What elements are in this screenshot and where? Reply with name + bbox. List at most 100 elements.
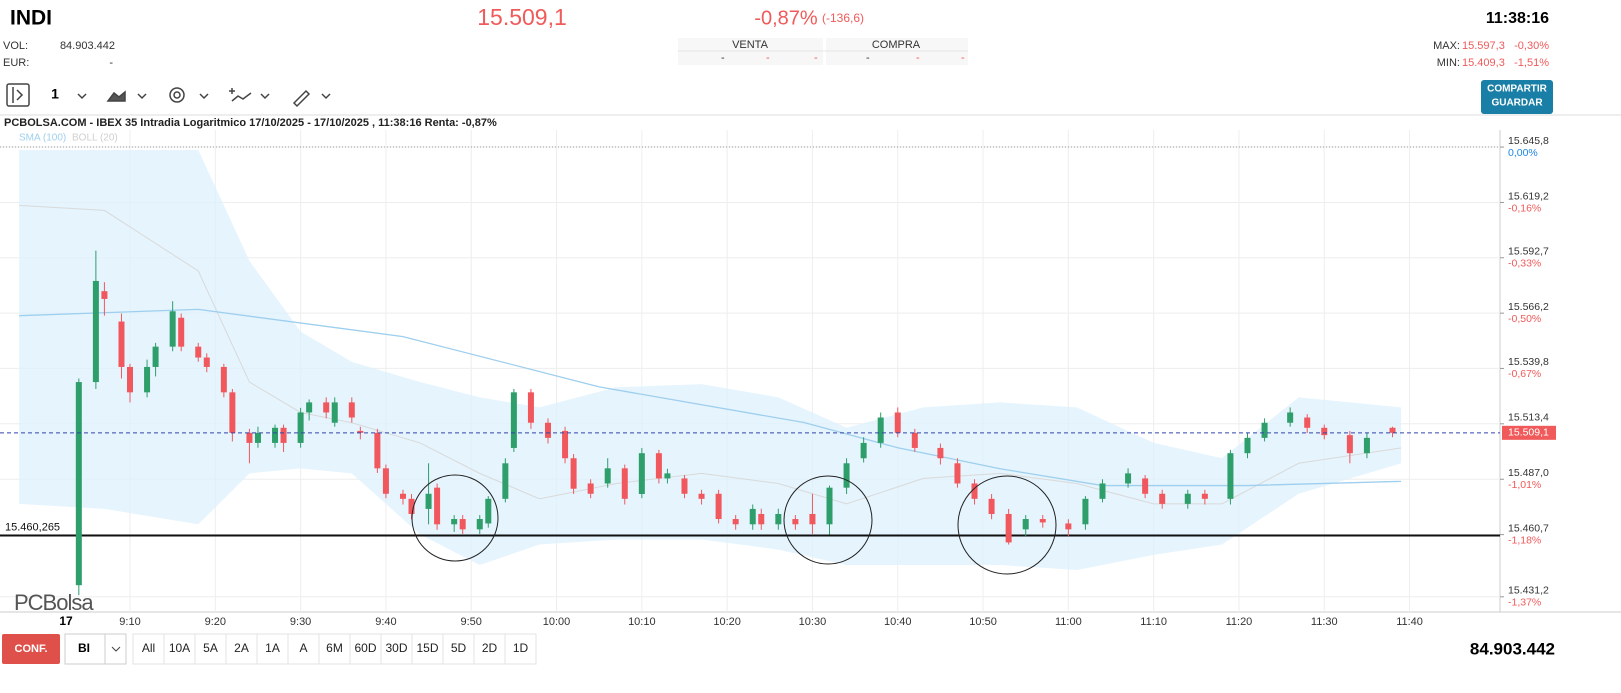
candle-body bbox=[758, 513, 765, 525]
candle-body bbox=[101, 291, 108, 299]
config-label: CONF. bbox=[15, 643, 48, 655]
x-tick-label: 10:40 bbox=[884, 616, 912, 628]
eur-value: - bbox=[109, 57, 113, 69]
period-label: 60D bbox=[354, 641, 376, 655]
y-tick-pct: -0,50% bbox=[1508, 313, 1541, 325]
candle-body bbox=[1184, 493, 1191, 504]
candle-body bbox=[476, 519, 483, 530]
candle-body bbox=[229, 392, 236, 433]
y-tick-label: 15.645,8 bbox=[1508, 135, 1549, 147]
settings-icon bbox=[173, 91, 181, 99]
candle-body bbox=[681, 478, 688, 494]
candle-body bbox=[323, 402, 330, 413]
period-label: 5A bbox=[203, 641, 218, 655]
period-label: 30D bbox=[385, 641, 407, 655]
period-label: A bbox=[299, 641, 307, 655]
y-tick-pct: -0,67% bbox=[1508, 368, 1541, 380]
eur-label: EUR: bbox=[3, 57, 29, 69]
candle-body bbox=[1261, 422, 1268, 438]
period-button[interactable] bbox=[318, 633, 351, 665]
max-value: 15.597,3 bbox=[1462, 40, 1505, 52]
candle-body bbox=[152, 346, 159, 367]
x-tick-label: 11:00 bbox=[1055, 616, 1082, 628]
period-button[interactable] bbox=[287, 633, 320, 665]
period-label: 5D bbox=[451, 641, 467, 655]
x-tick-label: 11:30 bbox=[1311, 616, 1338, 628]
candle-body bbox=[664, 473, 671, 479]
candle-body bbox=[826, 487, 833, 525]
candle-body bbox=[570, 458, 577, 489]
period-label: 1D bbox=[513, 641, 529, 655]
candle-body bbox=[144, 366, 151, 393]
date-label: 17 bbox=[59, 614, 73, 628]
candle-body bbox=[698, 493, 705, 499]
panel-icon bbox=[12, 87, 24, 103]
mode-select[interactable] bbox=[64, 633, 127, 665]
interval[interactable]: 1 bbox=[51, 86, 59, 102]
share-button[interactable] bbox=[1481, 80, 1553, 114]
legend-boll: BOLL (20) bbox=[72, 133, 118, 144]
panel-button[interactable] bbox=[6, 83, 30, 107]
candle-body bbox=[118, 321, 125, 367]
period-button[interactable] bbox=[132, 633, 165, 665]
candle-body bbox=[459, 519, 466, 530]
period-button[interactable] bbox=[504, 633, 537, 665]
drawn-circle bbox=[957, 475, 1057, 575]
period-button[interactable] bbox=[256, 633, 289, 665]
drawings bbox=[411, 474, 1057, 575]
vol-value: 84.903.442 bbox=[60, 40, 115, 52]
y-tick-pct: 0,00% bbox=[1508, 147, 1538, 159]
candle-body bbox=[937, 447, 944, 459]
candle-body bbox=[1159, 493, 1166, 504]
change-pct: -0,87% bbox=[754, 7, 818, 29]
candle-body bbox=[638, 453, 645, 494]
candle-body bbox=[272, 427, 279, 443]
candle-body bbox=[1125, 473, 1132, 484]
chart-type-button[interactable] bbox=[106, 90, 126, 102]
chart-title: PCBOLSA.COM - IBEX 35 Intradia Logaritmi… bbox=[4, 117, 497, 129]
candle-body bbox=[1039, 519, 1046, 523]
candle-body bbox=[792, 519, 799, 525]
candle-body bbox=[502, 463, 509, 499]
y-tick-pct: -1,01% bbox=[1508, 479, 1541, 491]
y-tick-label: 15.592,7 bbox=[1508, 246, 1549, 258]
last-price-label: 15.509,1 bbox=[1508, 427, 1549, 439]
candle-body bbox=[877, 417, 884, 443]
x-tick-label: 11:40 bbox=[1396, 616, 1423, 628]
candle-body bbox=[280, 427, 287, 443]
candle-body bbox=[562, 430, 569, 459]
candle-body bbox=[374, 432, 381, 469]
candle-body bbox=[809, 513, 816, 525]
period-button[interactable] bbox=[349, 633, 382, 665]
indicator-button[interactable] bbox=[229, 88, 252, 102]
mode-arrow bbox=[111, 646, 121, 652]
x-tick-label: 9:20 bbox=[205, 616, 226, 628]
candle-body bbox=[775, 513, 782, 525]
settings-button[interactable] bbox=[169, 87, 185, 103]
config-button[interactable] bbox=[2, 634, 60, 664]
periods: All 10A 5A 2A 1A A 6M 60D 30D 15D 5D 2D 1D bbox=[132, 633, 537, 665]
candle-body bbox=[749, 508, 756, 525]
candle-body bbox=[1142, 478, 1149, 494]
period-button[interactable] bbox=[411, 633, 444, 665]
candle-body bbox=[425, 493, 432, 509]
candle-body bbox=[408, 498, 415, 514]
candle-body bbox=[357, 430, 364, 433]
candle-body bbox=[604, 468, 611, 484]
x-tick-label: 11:20 bbox=[1226, 616, 1253, 628]
candle-body bbox=[485, 498, 492, 524]
y-tick-pct: -0,33% bbox=[1508, 258, 1541, 270]
candle-body bbox=[203, 357, 210, 367]
candle-body bbox=[655, 453, 662, 479]
period-button[interactable] bbox=[194, 633, 227, 665]
candle-body bbox=[860, 442, 867, 459]
period-button[interactable] bbox=[473, 633, 506, 665]
y-tick-pct: -1,18% bbox=[1508, 534, 1541, 546]
draw-button[interactable] bbox=[292, 89, 311, 108]
candle-body bbox=[911, 432, 918, 448]
period-label: All bbox=[142, 641, 155, 655]
period-label: 2A bbox=[234, 641, 249, 655]
candle-body bbox=[220, 366, 227, 393]
x-tick-label: 9:30 bbox=[290, 616, 311, 628]
candle-body bbox=[510, 392, 517, 448]
